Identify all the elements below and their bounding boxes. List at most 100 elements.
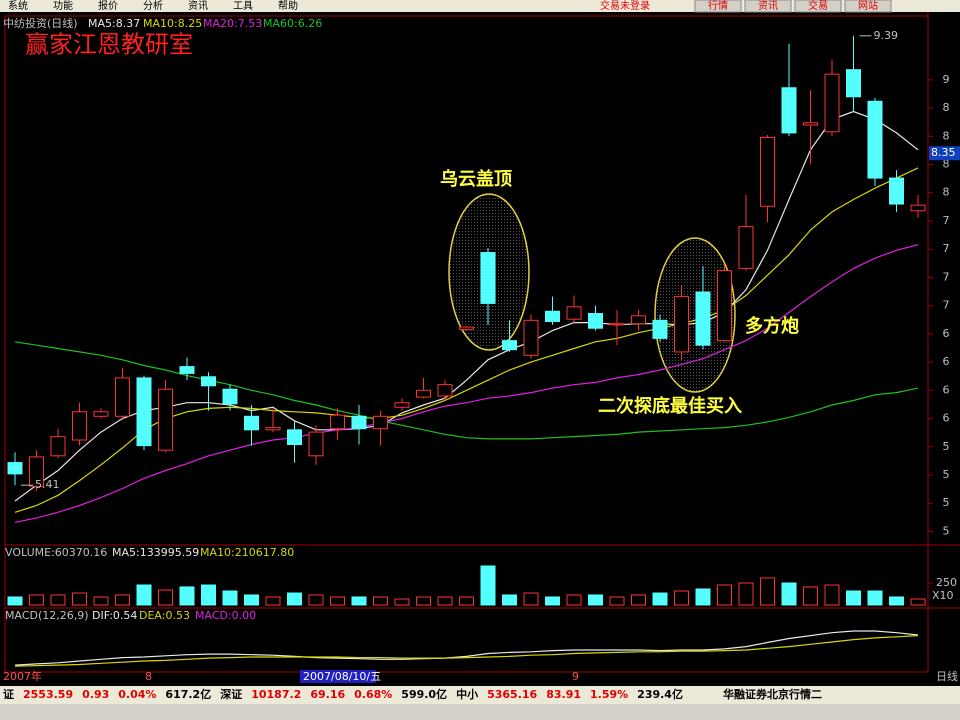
- menu-item[interactable]: 功能: [53, 0, 73, 12]
- volume-unit: X10: [932, 589, 954, 602]
- volume-bar: [330, 596, 345, 606]
- volume-bar: [867, 590, 883, 606]
- candle-body: [265, 427, 281, 431]
- volume-bar: [93, 596, 109, 606]
- y-tick-label: 7: [943, 242, 950, 255]
- menu-button[interactable]: [844, 0, 892, 13]
- volume-bar: [287, 592, 302, 606]
- candle-body: [136, 377, 152, 447]
- menu-item[interactable]: 分析: [143, 0, 163, 12]
- date-cursor-box: [300, 670, 376, 683]
- status-item: 239.4亿: [637, 687, 683, 701]
- candle-body: [50, 436, 66, 457]
- annotation: 二次探底最佳买入: [598, 395, 742, 417]
- volume-bar: [265, 596, 281, 606]
- candle-body: [717, 270, 732, 342]
- volume-bar: [652, 592, 668, 606]
- last-price-box: [929, 146, 960, 161]
- candle-body: [523, 319, 539, 356]
- status-item: 617.2亿: [165, 687, 211, 701]
- volume-ma: MA10:210617.80: [200, 546, 294, 559]
- status-item: 69.16: [310, 688, 345, 701]
- volume-bar: [201, 584, 216, 606]
- volume-bar: [480, 565, 496, 606]
- y-tick-label: 5: [943, 524, 950, 537]
- menu-button[interactable]: [794, 0, 842, 13]
- volume-bar: [738, 582, 754, 606]
- volume-bar: [437, 596, 453, 606]
- candle-body: [158, 388, 173, 451]
- volume-tick-label: 250: [936, 576, 957, 589]
- menu-button[interactable]: [744, 0, 792, 13]
- volume-bar: [631, 594, 646, 606]
- volume-bar: [523, 592, 539, 606]
- candle-body: [695, 291, 711, 346]
- volume-ma: MA5:133995.59: [112, 546, 199, 559]
- window-bottom: [0, 704, 960, 720]
- volume-bar: [502, 594, 517, 606]
- volume-bar: [416, 596, 431, 606]
- candle-body: [652, 319, 668, 339]
- candle-body: [545, 310, 560, 322]
- status-item: 83.91: [546, 688, 581, 701]
- status-item: 10187.2: [251, 688, 301, 701]
- menu-button-label[interactable]: 资讯: [758, 0, 778, 12]
- candle-body: [351, 415, 367, 430]
- candle-body: [867, 100, 883, 179]
- volume-bar: [609, 596, 625, 606]
- menu-button-label[interactable]: 行情: [708, 0, 728, 12]
- candle-body: [7, 462, 23, 475]
- volume-bar: [179, 586, 195, 606]
- y-tick-label: 8: [943, 101, 950, 114]
- volume-bar: [545, 596, 560, 606]
- candle-body: [480, 252, 496, 304]
- date-label: 8: [145, 670, 152, 683]
- y-tick-label: 6: [943, 327, 950, 340]
- menu-item[interactable]: 报价: [98, 0, 118, 12]
- y-tick-label: 6: [943, 355, 950, 368]
- candle-body: [29, 456, 44, 487]
- status-item: 599.0亿: [401, 687, 447, 701]
- status-items: 证 2553.59 0.93 0.04% 617.2亿 深证 10187.2 69.16 0.6…: [3, 687, 822, 701]
- volume-bar: [308, 594, 324, 606]
- volume-bar: [394, 598, 410, 606]
- menu-item[interactable]: 系统: [8, 0, 28, 12]
- date-cursor: 2007/08/10/五: [303, 670, 381, 683]
- period-label: 日线: [936, 669, 958, 683]
- candle-body: [760, 136, 775, 207]
- y-tick-label: 7: [943, 270, 950, 283]
- y-tick-label: 8: [943, 186, 950, 199]
- menu-item[interactable]: 工具: [233, 0, 253, 12]
- menu-item[interactable]: 帮助: [278, 0, 298, 12]
- volume-bar: [459, 596, 474, 606]
- menu-button[interactable]: [694, 0, 742, 13]
- status-item: 0.93: [82, 688, 109, 701]
- annotation: 乌云盖顶: [440, 168, 512, 190]
- date-label: 9: [572, 670, 579, 683]
- y-tick-label: 5: [943, 468, 950, 481]
- y-tick-label: 8: [943, 129, 950, 142]
- volume-bar: [566, 594, 582, 606]
- candle-body: [373, 415, 388, 430]
- macd-value: MACD:0.00: [195, 609, 256, 622]
- volume-bar: [72, 592, 87, 606]
- y-tick-label: 5: [943, 440, 950, 453]
- ma-label: MA60:6.26: [263, 17, 322, 30]
- menu-button-label[interactable]: 网站: [858, 0, 878, 12]
- ma-label: MA10:8.25: [143, 17, 202, 30]
- menu-item[interactable]: 资讯: [188, 0, 208, 12]
- volume-bar: [717, 584, 732, 606]
- volume-bar: [674, 590, 689, 606]
- candle-body: [502, 340, 517, 351]
- price-marker: 5.41: [35, 478, 60, 491]
- watermark: 赢家江恩教研室: [25, 31, 193, 59]
- status-bar: [0, 686, 960, 704]
- volume-bar: [803, 586, 818, 606]
- candle-body: [609, 323, 625, 326]
- status-item: 0.04%: [118, 688, 156, 701]
- candle-body: [824, 73, 840, 133]
- menu-button-label[interactable]: 交易: [808, 0, 828, 12]
- candle-body: [287, 429, 302, 446]
- candle-body: [115, 377, 130, 417]
